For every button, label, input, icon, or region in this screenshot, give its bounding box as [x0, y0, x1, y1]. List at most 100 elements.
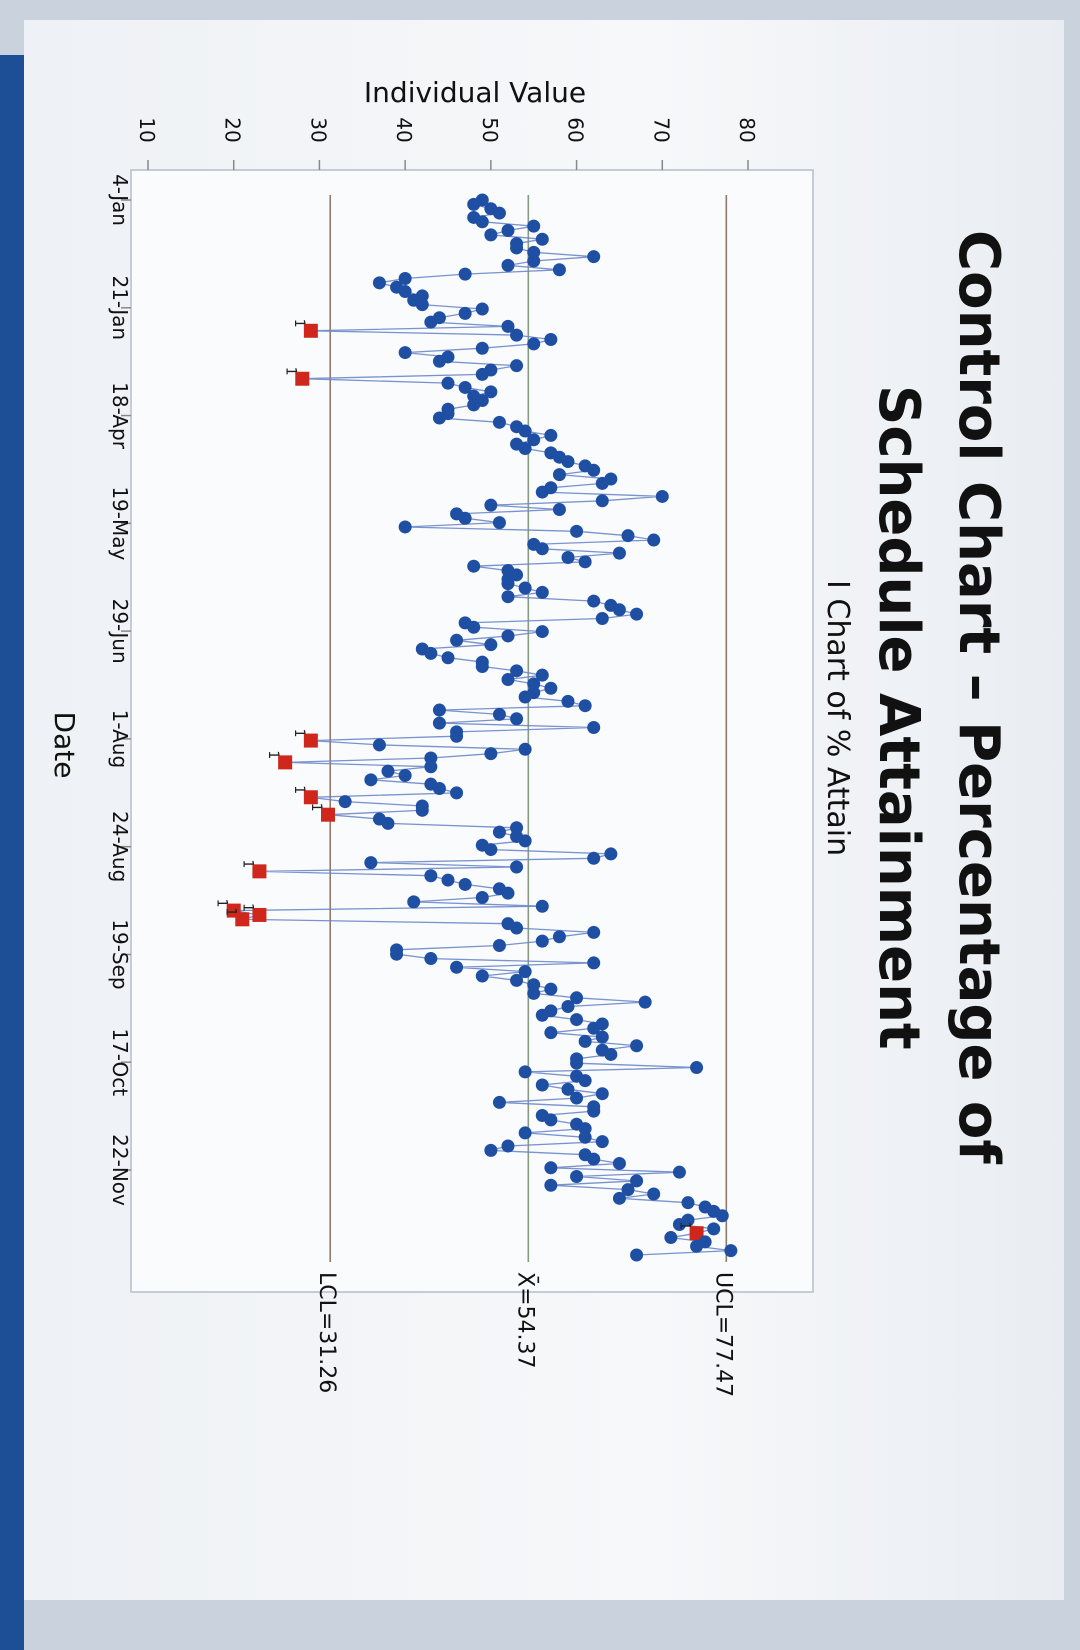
data-point — [690, 1061, 704, 1075]
data-point — [381, 764, 395, 778]
out-of-control-point — [295, 371, 310, 386]
slide-title-line1: Control Chart – Percentage of — [946, 230, 1011, 1164]
data-point — [570, 1013, 584, 1027]
data-point — [372, 738, 386, 752]
data-point — [527, 219, 541, 233]
out-of-control-point — [303, 790, 318, 805]
out-of-control-point — [235, 912, 250, 927]
data-point — [510, 921, 524, 935]
y-tick-label: 30 — [306, 117, 330, 142]
data-point — [672, 1165, 686, 1179]
data-point — [587, 250, 601, 264]
data-point — [432, 354, 446, 368]
data-point — [535, 485, 549, 499]
data-point — [552, 263, 566, 277]
data-point — [484, 638, 498, 652]
data-point — [510, 664, 524, 678]
data-point — [612, 603, 626, 617]
data-point — [630, 1039, 644, 1053]
data-point — [415, 803, 429, 817]
data-point — [715, 1209, 729, 1223]
out-of-control-flag: 1 — [677, 1221, 693, 1230]
data-point — [492, 938, 506, 952]
data-point — [424, 315, 438, 329]
data-point — [475, 969, 489, 983]
data-point — [381, 816, 395, 830]
data-point — [595, 612, 609, 626]
data-point — [475, 891, 489, 905]
control-limits: UCL=77.47 X̄=54.37 LCL=31.26 — [314, 195, 735, 1397]
data-point — [518, 834, 532, 848]
data-point — [570, 1056, 584, 1070]
out-of-control-flag: 1 — [291, 785, 307, 794]
out-of-control-point — [278, 755, 293, 770]
data-point — [484, 1143, 498, 1157]
x-tick-label: 19-Sep — [108, 919, 132, 989]
data-point — [544, 1161, 558, 1175]
data-point — [501, 673, 515, 687]
data-point — [647, 533, 661, 547]
data-point — [432, 411, 446, 425]
data-point — [664, 1231, 678, 1245]
data-point — [578, 699, 592, 713]
data-point — [544, 982, 558, 996]
data-point — [612, 1191, 626, 1205]
data-point — [510, 359, 524, 373]
data-point — [544, 1026, 558, 1040]
data-point — [621, 1183, 635, 1197]
data-point — [510, 973, 524, 987]
data-point — [570, 991, 584, 1005]
data-point — [484, 385, 498, 399]
data-point — [510, 328, 524, 342]
data-point — [424, 869, 438, 883]
out-of-control-flag: 1 — [214, 899, 230, 908]
data-point — [690, 1239, 704, 1253]
x-tick-label: 19-May — [108, 486, 132, 560]
data-point — [527, 433, 541, 447]
x-tick-label: 17-Oct — [108, 1028, 132, 1096]
data-point — [501, 319, 515, 333]
data-point — [450, 960, 464, 974]
y-axis-label: Individual Value — [364, 76, 586, 109]
data-point — [398, 285, 412, 299]
data-point — [535, 232, 549, 246]
data-point — [681, 1196, 695, 1210]
data-point — [552, 930, 566, 944]
data-point — [621, 529, 635, 543]
data-point — [458, 380, 472, 394]
data-point — [561, 455, 575, 469]
out-of-control-flag: 1 — [265, 750, 281, 759]
x-tick-label: 18-Apr — [108, 382, 132, 450]
data-point — [535, 668, 549, 682]
data-point — [518, 424, 532, 438]
out-of-control-point — [303, 733, 318, 748]
data-point — [518, 742, 532, 756]
data-point — [450, 786, 464, 800]
data-point — [492, 1095, 506, 1109]
data-point — [441, 651, 455, 665]
data-point — [484, 228, 498, 242]
data-point — [432, 703, 446, 717]
data-point — [424, 952, 438, 966]
x-tick-label: 21-Jan — [108, 275, 132, 340]
data-point — [510, 860, 524, 874]
x-tick-label: 4-Jan — [108, 174, 132, 226]
y-tick-label: 80 — [735, 117, 759, 142]
data-point — [587, 1152, 601, 1166]
data-point — [475, 367, 489, 381]
data-point — [467, 620, 481, 634]
data-point — [552, 503, 566, 517]
data-point — [587, 1104, 601, 1118]
data-point — [578, 1074, 592, 1088]
data-point — [484, 843, 498, 857]
data-point — [535, 1078, 549, 1092]
data-point — [475, 215, 489, 229]
data-point — [544, 428, 558, 442]
out-of-control-point — [252, 864, 267, 879]
out-of-control-flag: 1 — [291, 729, 307, 738]
y-tick-label: 40 — [392, 117, 416, 142]
data-point — [518, 1065, 532, 1079]
data-point — [604, 1047, 618, 1061]
data-point — [612, 546, 626, 560]
data-point — [441, 873, 455, 887]
